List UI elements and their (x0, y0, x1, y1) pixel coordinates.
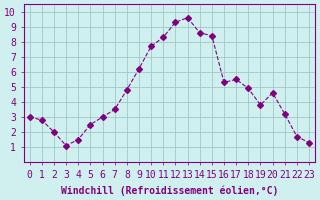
X-axis label: Windchill (Refroidissement éolien,°C): Windchill (Refroidissement éolien,°C) (61, 185, 278, 196)
